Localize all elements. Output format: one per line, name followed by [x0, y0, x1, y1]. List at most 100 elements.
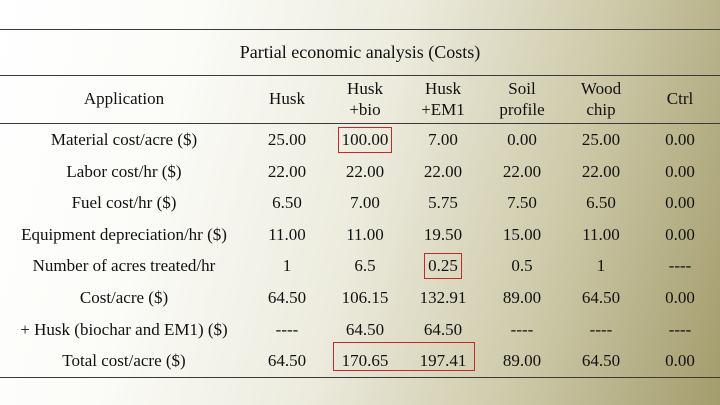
- table-cell: 0.00: [640, 219, 720, 251]
- cell-value: 64.50: [423, 319, 463, 339]
- table-row: Cost/acre ($) 64.50 106.15 132.91 89.00 64.50…: [0, 282, 720, 314]
- table-cell: 64.50: [326, 314, 404, 346]
- cell-value: 22.00: [502, 161, 542, 181]
- table-cell: 19.50: [404, 219, 482, 251]
- cell-value: 89.00: [502, 351, 542, 371]
- table-cell: 100.00: [326, 124, 404, 156]
- column-header: Wood chip: [562, 75, 640, 124]
- column-header-line2: chip: [586, 99, 616, 119]
- table-cell: 1: [562, 250, 640, 282]
- column-header-line2: profile: [499, 99, 545, 119]
- table-row: Total cost/acre ($) 64.50 170.65 197.41 89.0…: [0, 345, 720, 378]
- row-label: Cost/acre ($): [79, 287, 169, 307]
- cell-value: 15.00: [502, 224, 542, 244]
- column-header-line1: Wood: [580, 79, 622, 99]
- table-cell: 11.00: [326, 219, 404, 251]
- table-cell: 197.41: [404, 345, 482, 378]
- column-header-line1: Husk: [425, 79, 461, 99]
- table-cell: 11.00: [248, 219, 326, 251]
- table-title: Partial economic analysis (Costs): [0, 29, 720, 76]
- cell-value: 7.50: [507, 193, 537, 213]
- row-label: Fuel cost/hr ($): [71, 193, 177, 213]
- cell-value: 64.50: [267, 351, 307, 371]
- column-header: Husk +bio: [326, 75, 404, 124]
- cell-value: 0.00: [665, 224, 695, 244]
- cell-value: 22.00: [581, 161, 621, 181]
- table-cell: 64.50: [404, 314, 482, 346]
- cell-value: 89.00: [502, 287, 542, 307]
- table-cell: ----: [482, 314, 562, 346]
- table-row: Labor cost/hr ($) 22.00 22.00 22.00 22.00 22.…: [0, 156, 720, 188]
- cell-value: 197.41: [419, 351, 467, 371]
- table-cell: 22.00: [248, 156, 326, 188]
- column-header-line2: +bio: [349, 99, 381, 119]
- table-cell: 11.00: [562, 219, 640, 251]
- table-cell: 7.00: [404, 124, 482, 156]
- cell-value: 11.00: [582, 224, 620, 244]
- table-cell: 7.50: [482, 187, 562, 219]
- cell-value: 170.65: [341, 351, 389, 371]
- cell-value: 25.00: [581, 130, 621, 150]
- row-label: Equipment depreciation/hr ($): [21, 224, 227, 244]
- table-cell: 0.00: [640, 187, 720, 219]
- table-cell: 170.65: [326, 345, 404, 378]
- table-cell: 5.75: [404, 187, 482, 219]
- cell-value: ----: [668, 256, 692, 276]
- cell-value: 5.75: [428, 193, 458, 213]
- cell-value: ----: [589, 319, 613, 339]
- column-header-line1: Soil: [508, 79, 536, 99]
- cell-value: ----: [668, 319, 692, 339]
- cell-value: 106.15: [341, 287, 389, 307]
- table-cell: 25.00: [248, 124, 326, 156]
- column-header-line1: Husk: [347, 79, 383, 99]
- cell-value: 0.00: [665, 161, 695, 181]
- highlighted-cell-value: 100.00: [337, 127, 393, 153]
- column-header: Husk +EM1: [404, 75, 482, 124]
- cell-value: 0.00: [665, 287, 695, 307]
- table-cell: 64.50: [562, 345, 640, 378]
- table-cell: 22.00: [404, 156, 482, 188]
- cell-value: 64.50: [581, 351, 621, 371]
- table-row: Equipment depreciation/hr ($) 11.00 11.00 1…: [0, 219, 720, 251]
- cell-value: 6.5: [354, 256, 376, 276]
- cell-value: 1: [596, 256, 606, 276]
- cell-value: 64.50: [581, 287, 621, 307]
- cell-value: 0.00: [507, 130, 537, 150]
- cell-value: ----: [275, 319, 299, 339]
- cell-value: ----: [510, 319, 534, 339]
- table-cell: 0.00: [640, 345, 720, 378]
- column-header-line2: +EM1: [421, 99, 465, 119]
- cell-value: 7.00: [428, 130, 458, 150]
- table-cell: 64.50: [248, 282, 326, 314]
- cell-value: 7.00: [350, 193, 380, 213]
- table-row: Material cost/acre ($) 25.00 100.00 7.00 0.0…: [0, 124, 720, 156]
- cell-value: 0.00: [665, 130, 695, 150]
- table-cell: 89.00: [482, 282, 562, 314]
- table-cell: 15.00: [482, 219, 562, 251]
- cell-value: 11.00: [346, 224, 384, 244]
- table-cell: 106.15: [326, 282, 404, 314]
- table-row: Number of acres treated/hr 1 6.5 0.25 0.5 1 --…: [0, 250, 720, 282]
- table-cell: 7.00: [326, 187, 404, 219]
- cell-value: 64.50: [345, 319, 385, 339]
- header-row: Application Husk Husk +bio Husk +EM1 Soil p…: [0, 75, 720, 124]
- table-cell: 22.00: [326, 156, 404, 188]
- cell-value: 64.50: [267, 287, 307, 307]
- table-cell: 0.00: [482, 124, 562, 156]
- row-label: Material cost/acre ($): [50, 130, 198, 150]
- cell-value: 22.00: [345, 161, 385, 181]
- cell-value: 25.00: [267, 130, 307, 150]
- table-cell: 1: [248, 250, 326, 282]
- table-cell: ----: [640, 314, 720, 346]
- cell-value: 11.00: [268, 224, 306, 244]
- column-header-line1: Husk: [269, 89, 305, 109]
- column-header: Application: [0, 75, 248, 124]
- row-label: Labor cost/hr ($): [66, 161, 182, 181]
- table-cell: 64.50: [248, 345, 326, 378]
- cell-value: 6.50: [586, 193, 616, 213]
- cell-value: 22.00: [423, 161, 463, 181]
- cell-value: 19.50: [423, 224, 463, 244]
- table-cell: ----: [562, 314, 640, 346]
- table-cell: 22.00: [482, 156, 562, 188]
- table-cell: 6.5: [326, 250, 404, 282]
